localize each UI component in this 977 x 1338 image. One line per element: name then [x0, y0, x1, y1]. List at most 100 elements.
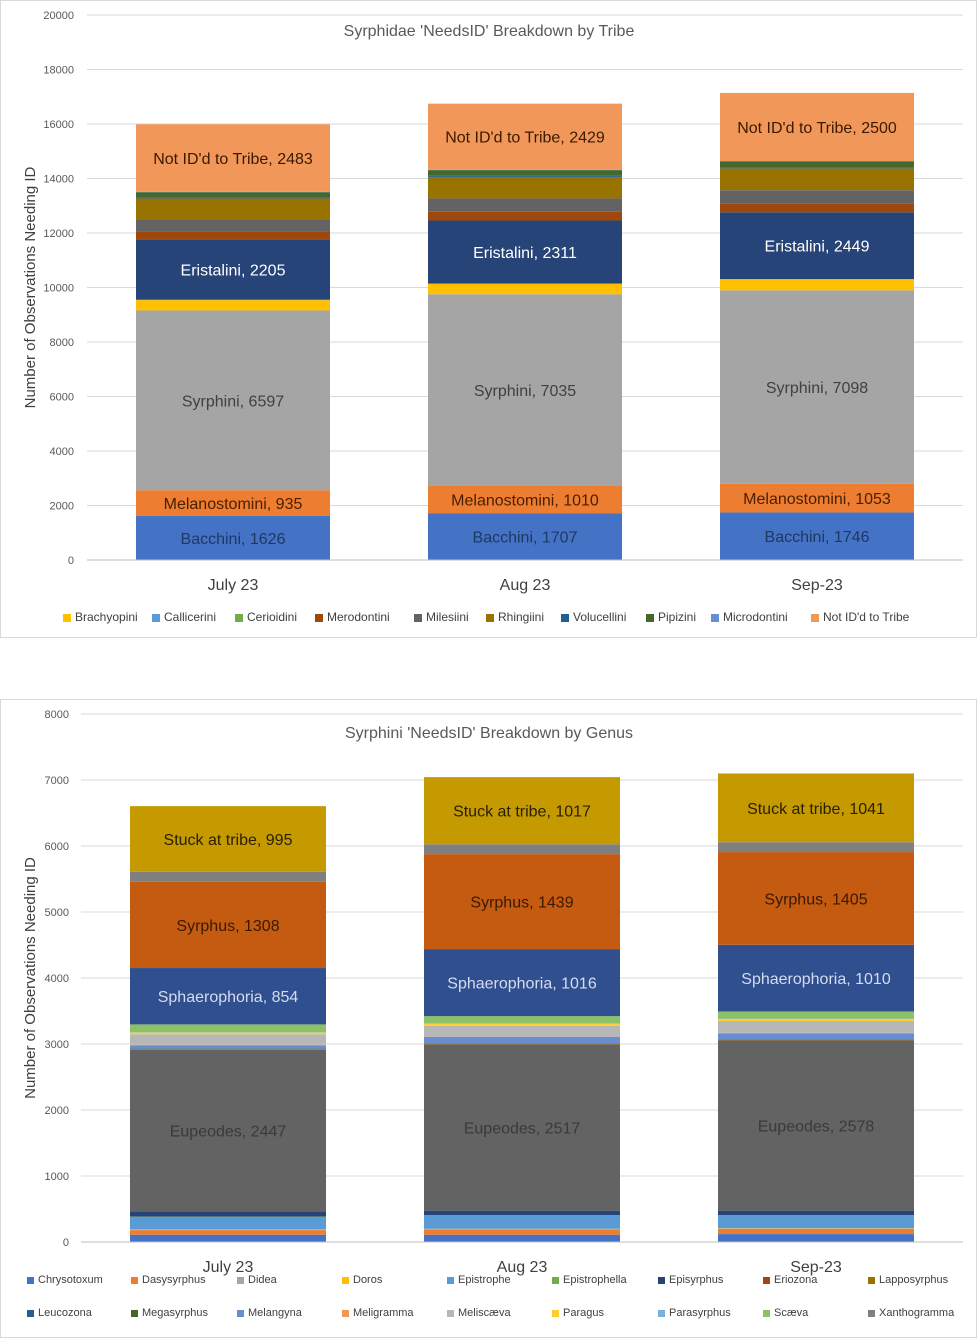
legend-label-meliscaeva: Meliscæva — [458, 1307, 511, 1319]
bar-segment-xanthogramma — [130, 871, 326, 882]
bar-segment-dasysyrphus — [130, 1230, 326, 1235]
legend-swatch-eriozona — [763, 1277, 770, 1284]
legend-label-chrysotoxum: Chrysotoxum — [38, 1274, 103, 1286]
bar-segment-paragus — [130, 1032, 326, 1035]
legend-swatch-meliscaeva — [447, 1310, 454, 1317]
bar-segment-pipizini — [720, 161, 914, 168]
y-tick-label: 12000 — [43, 228, 74, 240]
data-label-eupeodes: Eupeodes, 2517 — [464, 1121, 581, 1138]
bar-segment-paragus — [718, 1019, 914, 1022]
y-tick-label: 18000 — [43, 65, 74, 77]
bar-segment-syrphini — [428, 294, 622, 486]
bar-segment-episyrphus — [718, 1210, 914, 1216]
y-tick-label: 16000 — [43, 119, 74, 131]
data-label-stuck-at-tribe: Stuck at tribe, 1041 — [747, 801, 885, 818]
chart-title: Syrphidae 'NeedsID' Breakdown by Tribe — [344, 23, 635, 40]
category-label: Sep-23 — [791, 577, 843, 594]
y-tick-label: 8000 — [45, 709, 69, 721]
bar-segment-dasysyrphus — [718, 1228, 914, 1235]
y-tick-label: 6000 — [50, 392, 74, 404]
bar-segment-epistrophe — [718, 1215, 914, 1229]
bar-segment-sphaerophoria — [424, 949, 620, 1017]
bar-segment-paragus — [424, 1023, 620, 1026]
legend-swatch-melangyna — [237, 1310, 244, 1317]
legend-label-volucellini: Volucellini — [573, 610, 626, 624]
legend-label-dasysyrphus: Dasysyrphus — [142, 1274, 206, 1286]
legend-label-cerioidini: Cerioidini — [247, 610, 297, 624]
data-label-stuck-at-tribe: Stuck at tribe, 995 — [164, 832, 293, 849]
legend-swatch-paragus — [552, 1310, 559, 1317]
category-label: Aug 23 — [497, 1259, 548, 1276]
bar-segment-pipizini — [428, 170, 622, 176]
category-label: Sep-23 — [790, 1259, 842, 1276]
bar-segment-dasysyrphus — [424, 1229, 620, 1235]
legend-swatch-xanthogramma — [868, 1310, 875, 1317]
bar-segment-sphaerophoria — [130, 968, 326, 1025]
y-tick-label: 3000 — [45, 1039, 69, 1051]
data-label-stuck-at-tribe: Stuck at tribe, 1017 — [453, 804, 591, 821]
legend-swatch-episyrphus — [658, 1277, 665, 1284]
bar-segment-scaeva — [718, 1011, 914, 1019]
bar-segment-bacchini — [720, 512, 914, 560]
bar-segment-milesiini — [428, 198, 622, 212]
legend-label-scaeva: Scæva — [774, 1307, 809, 1319]
data-label-bacchini: Bacchini, 1707 — [473, 530, 578, 547]
legend-swatch-rhingiini — [486, 614, 494, 622]
bar-segment-melangyna — [130, 1045, 326, 1049]
bar-segment-milesiini — [720, 190, 914, 204]
legend-label-xanthogramma: Xanthogramma — [879, 1307, 955, 1319]
genus-chart-panel: 0 1000 2000 3000 4000 5000 6000 7000 8000 Syrphin… — [0, 699, 977, 1338]
bar-segment-xanthogramma — [424, 844, 620, 855]
y-tick-label: 4000 — [45, 973, 69, 985]
bar-segment-brachyopini — [720, 279, 914, 291]
bar-segment-melangyna — [718, 1033, 914, 1040]
legend-label-doros: Doros — [353, 1274, 383, 1286]
legend-label-megasyrphus: Megasyrphus — [142, 1307, 209, 1319]
bar-segment-rhingiini — [720, 168, 914, 191]
bar-segment-rhingiini — [428, 176, 622, 199]
legend-label-eriozona: Eriozona — [774, 1274, 818, 1286]
category-label: Aug 23 — [500, 577, 551, 594]
bar-segment-merodontini — [136, 231, 330, 240]
data-label-syrphus: Syrphus, 1439 — [470, 895, 573, 912]
legend-label-not-id-d-to-tribe: Not ID'd to Tribe — [823, 610, 910, 624]
data-label-syrphus: Syrphus, 1405 — [764, 891, 867, 908]
chart-title: Syrphini 'NeedsID' Breakdown by Genus — [345, 725, 633, 742]
bar-segment-melangyna — [424, 1036, 620, 1044]
y-tick-label: 4000 — [50, 446, 74, 458]
y-tick-label: 14000 — [43, 174, 74, 186]
legend-label-lapposyrphus: Lapposyrphus — [879, 1274, 949, 1286]
legend-label-pipizini: Pipizini — [658, 610, 696, 624]
data-label-syrphini: Syrphini, 6597 — [182, 393, 284, 410]
bar-segment-volucellini — [720, 167, 914, 169]
legend-label-epistrophe: Epistrophe — [458, 1274, 511, 1286]
bar-segment-not-id-d-to-tribe — [720, 92, 914, 162]
data-label-bacchini: Bacchini, 1746 — [765, 529, 870, 546]
y-tick-label: 20000 — [43, 10, 74, 22]
legend-label-melangyna: Melangyna — [248, 1307, 303, 1319]
legend-swatch-meligramma — [342, 1310, 349, 1317]
legend-label-microdontini: Microdontini — [723, 610, 788, 624]
legend-swatch-not-id-d-to-tribe — [811, 614, 819, 622]
data-label-eupeodes: Eupeodes, 2578 — [758, 1119, 875, 1136]
legend-label-episyrphus: Episyrphus — [669, 1274, 724, 1286]
legend-swatch-parasyrphus — [658, 1310, 665, 1317]
bar-segment-chrysotoxum — [130, 1234, 326, 1242]
tribe-stacked-bar-chart: 0 2000 4000 6000 8000 10000 12000 14000 16000 180… — [22, 10, 963, 624]
legend-label-leucozona: Leucozona — [38, 1307, 93, 1319]
legend-label-merodontini: Merodontini — [327, 610, 390, 624]
data-label-melanostomini: Melanostomini, 1010 — [451, 493, 599, 510]
bar-segment-eupeodes — [424, 1044, 620, 1211]
legend-label-callicerini: Callicerini — [164, 610, 216, 624]
bar-segment-eupeodes — [718, 1040, 914, 1211]
data-label-eupeodes: Eupeodes, 2447 — [170, 1124, 287, 1141]
bar-segment-epistrophe — [424, 1215, 620, 1229]
data-label-sphaerophoria: Sphaerophoria, 1010 — [741, 971, 891, 988]
data-label-sphaerophoria: Sphaerophoria, 854 — [158, 989, 299, 1006]
legend-swatch-doros — [342, 1277, 349, 1284]
data-label-bacchini: Bacchini, 1626 — [181, 531, 286, 548]
bar-segment-volucellini — [428, 175, 622, 177]
legend-swatch-cerioidini — [235, 614, 243, 622]
data-label-syrphini: Syrphini, 7035 — [474, 383, 576, 400]
bar-segment-scaeva — [424, 1016, 620, 1024]
